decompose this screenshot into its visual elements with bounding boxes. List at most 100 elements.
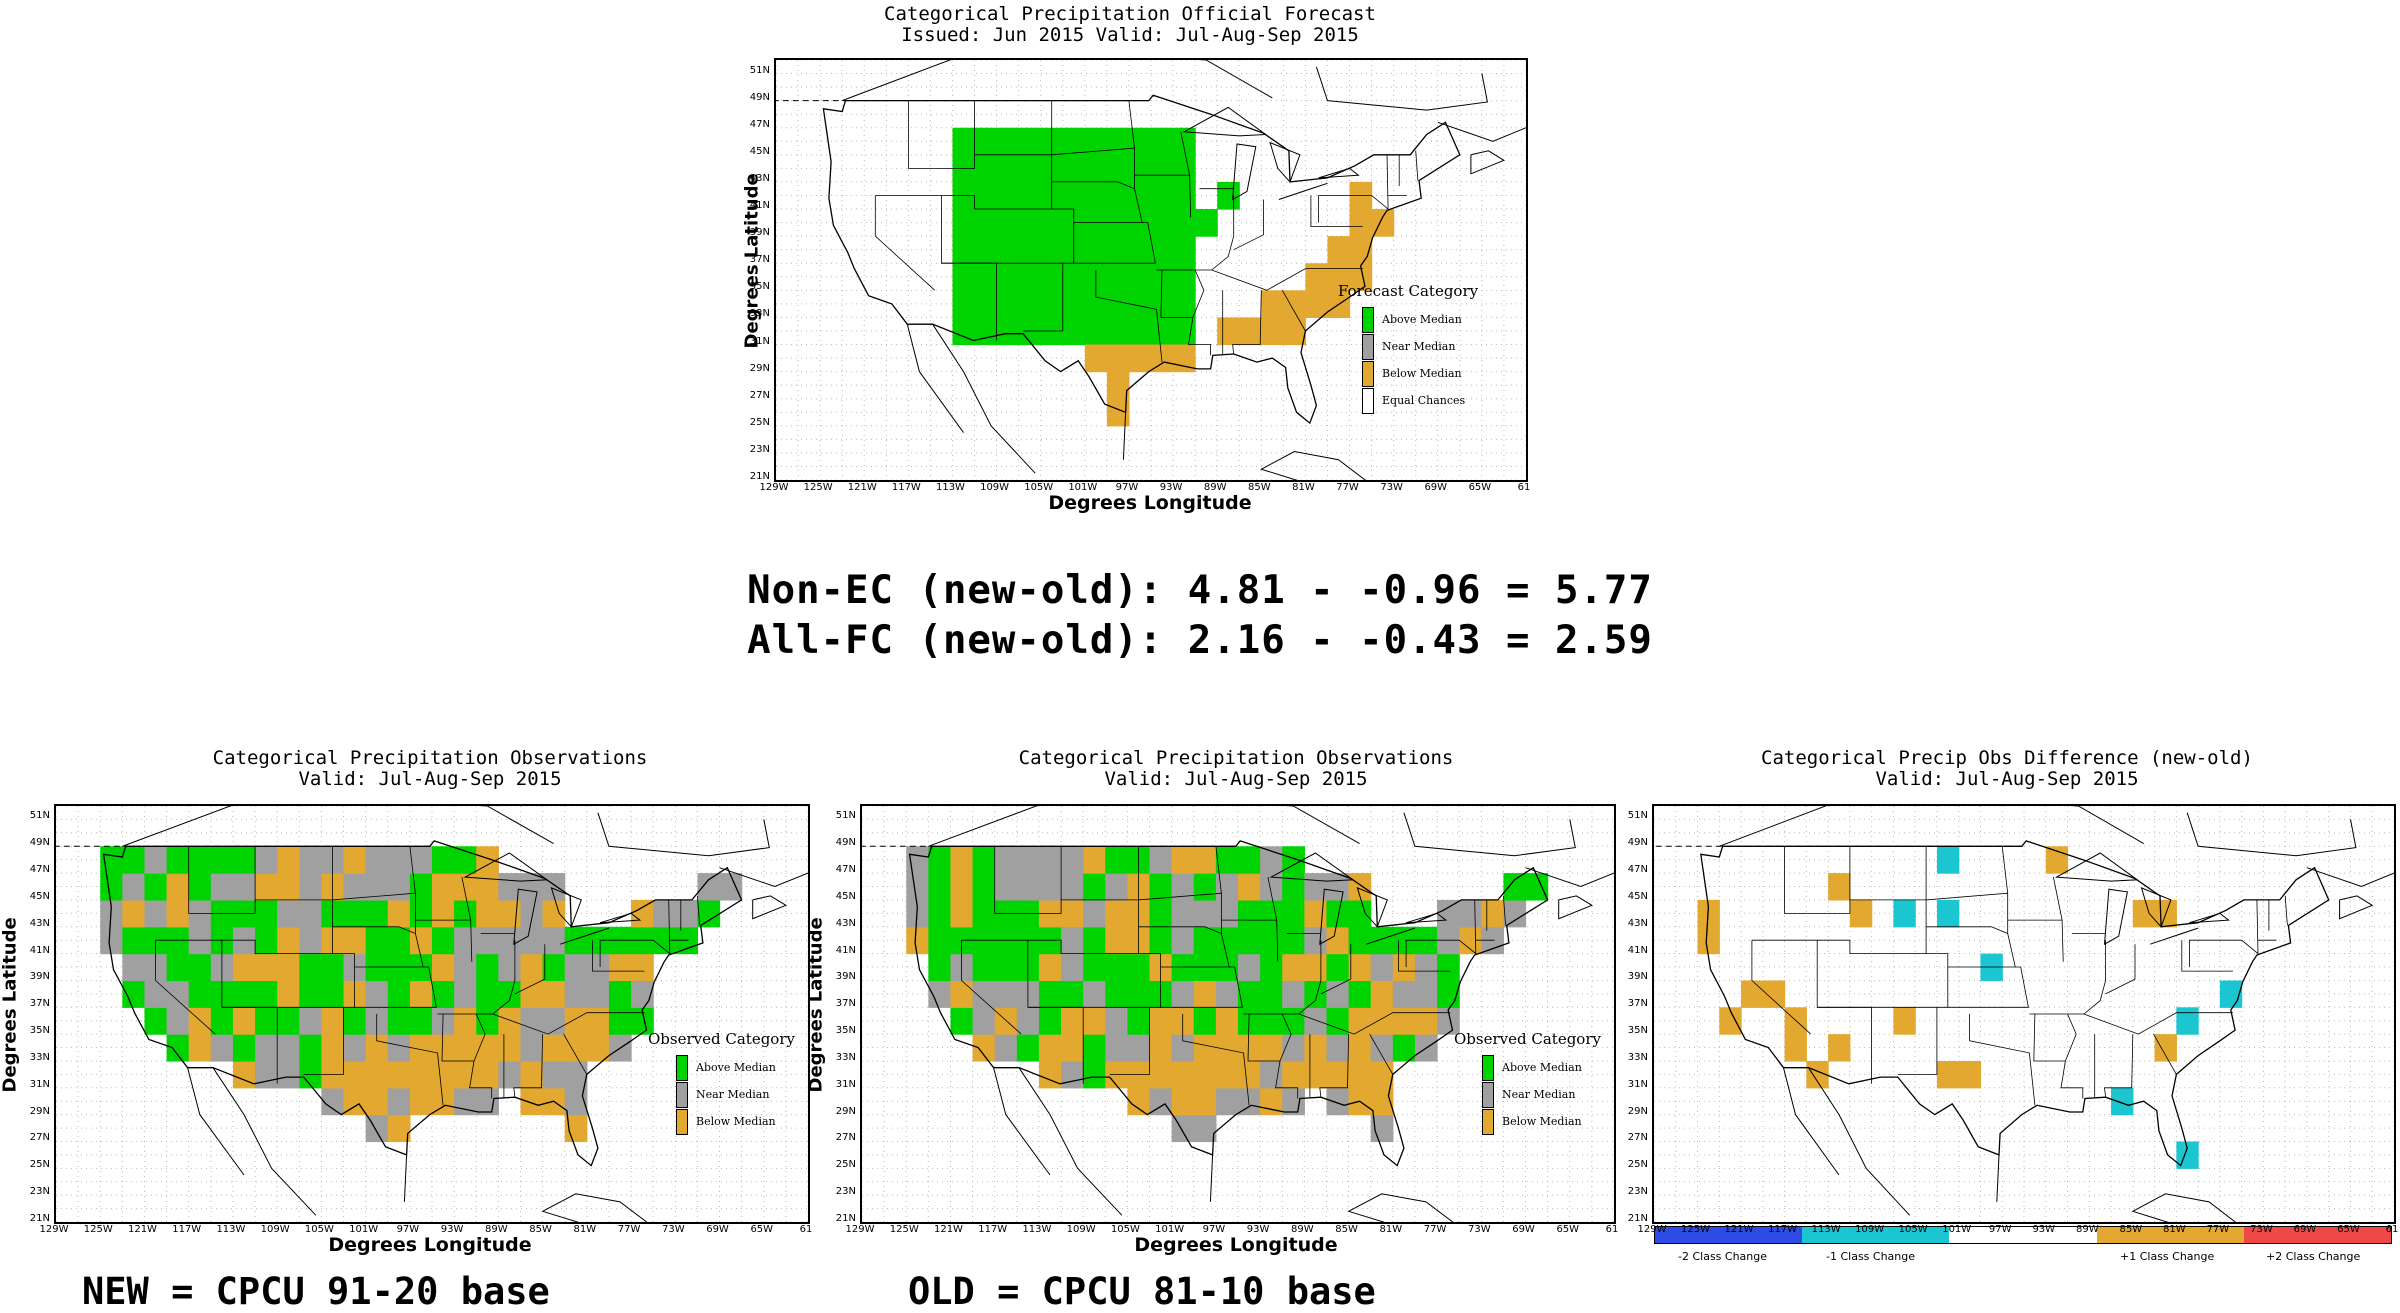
y-tick-label: 49N xyxy=(29,837,50,849)
legend-swatch-above xyxy=(1362,306,1374,333)
map-cell xyxy=(166,846,190,874)
map-cell xyxy=(1151,344,1174,373)
map-cell xyxy=(1893,1007,1916,1035)
stat-all-fc: All-FC (new-old): 2.16 - -0.43 = 2.59 xyxy=(747,618,1653,663)
great-lake xyxy=(1269,852,1355,882)
map-cell xyxy=(974,209,998,237)
map-cell xyxy=(1061,899,1084,928)
map-cell xyxy=(1893,899,1916,928)
map-cell xyxy=(972,873,996,901)
state-border xyxy=(2083,940,2106,1015)
map-cell xyxy=(1105,1034,1129,1062)
x-tick-label: 89W xyxy=(1291,1224,1314,1235)
map-svg xyxy=(56,806,808,1222)
map-cell xyxy=(1128,344,1152,373)
x-tick-label: 97W xyxy=(1988,1224,2012,1235)
map-cell xyxy=(1370,953,1394,982)
map-cell xyxy=(1106,344,1130,373)
map-cell xyxy=(166,873,190,901)
x-tick-label: 93W xyxy=(1246,1224,1270,1235)
y-tick-label: 49N xyxy=(835,837,856,849)
x-tick-label: 125W xyxy=(889,1224,919,1235)
map-cell xyxy=(586,1007,610,1035)
map-cell xyxy=(1370,1060,1394,1089)
map-cell xyxy=(1106,290,1130,319)
map-cell xyxy=(1215,926,1239,955)
state-border xyxy=(1405,899,1477,967)
map-cell xyxy=(928,846,952,874)
great-lake xyxy=(2054,852,2139,882)
y-tick-label: 33N xyxy=(749,308,770,320)
y-tick-label: 49N xyxy=(749,91,770,103)
state-border xyxy=(303,1007,344,1075)
map-cell xyxy=(1260,1007,1283,1035)
map-cell xyxy=(321,953,345,982)
mexico-gulf-coast xyxy=(1122,412,1127,460)
map-cell xyxy=(476,1087,499,1116)
map-cell xyxy=(542,1034,566,1062)
map-cell xyxy=(255,873,278,901)
map-cell xyxy=(928,873,952,901)
map-cell xyxy=(564,1087,588,1116)
map-cell xyxy=(906,926,929,955)
map-cell xyxy=(1326,1087,1350,1116)
map-cell xyxy=(1128,181,1152,210)
state-border xyxy=(332,926,416,934)
map-cell xyxy=(972,953,996,982)
map-cell xyxy=(476,1060,499,1089)
forecast-title: Categorical Precipitation Official Forec… xyxy=(884,3,1376,46)
map-cell xyxy=(232,980,256,1008)
state-border xyxy=(1138,926,1222,934)
map-cell xyxy=(906,899,929,928)
map-cell xyxy=(122,873,146,901)
map-cell xyxy=(1828,873,1851,901)
map-cell xyxy=(1238,899,1261,928)
map-cell xyxy=(1238,1060,1261,1089)
map-cell xyxy=(343,873,367,901)
state-border xyxy=(188,846,256,914)
map-cell xyxy=(1151,317,1174,346)
x-tick-label: 129W xyxy=(39,1224,69,1235)
legend-swatch-above xyxy=(1482,1054,1494,1081)
map-cell xyxy=(974,236,998,264)
obs-old-ylabel: Degrees Latitude xyxy=(805,917,827,1093)
legend-swatch-near xyxy=(1482,1081,1494,1108)
map-cell xyxy=(1127,980,1151,1008)
cuba-outline xyxy=(541,1193,648,1222)
x-tick-label: 81W xyxy=(2163,1224,2186,1235)
map-cell xyxy=(1327,263,1351,291)
map-cell xyxy=(520,953,544,982)
map-cell xyxy=(299,980,323,1008)
map-cell xyxy=(1414,980,1438,1008)
caption-old: OLD = CPCU 81-10 base xyxy=(908,1270,1376,1313)
legend-swatch-near xyxy=(676,1081,688,1108)
map-cell xyxy=(1348,980,1372,1008)
map-cell xyxy=(365,1034,389,1062)
map-cell xyxy=(1040,290,1064,319)
state-border xyxy=(1180,131,1192,218)
x-tick-label: 113W xyxy=(935,482,965,493)
y-tick-label: 51N xyxy=(29,810,50,822)
map-cell xyxy=(996,317,1020,346)
legend-swatch-below xyxy=(676,1108,688,1135)
state-border xyxy=(1182,1014,1250,1106)
state-border xyxy=(1138,846,1230,968)
map-cell xyxy=(719,873,743,901)
map-cell xyxy=(1171,980,1195,1008)
state-border xyxy=(1211,195,1235,271)
map-cell xyxy=(950,980,974,1008)
map-cell xyxy=(1083,873,1106,901)
y-tick-label: 31N xyxy=(1627,1078,1648,1090)
map-cell xyxy=(387,846,411,874)
map-cell xyxy=(1149,1060,1173,1089)
x-tick-label: 109W xyxy=(980,482,1010,493)
colorbar-zero xyxy=(1949,1227,2097,1243)
map-cell xyxy=(631,899,654,928)
state-border xyxy=(592,940,645,972)
map-cell xyxy=(1304,926,1328,955)
map-cell xyxy=(564,953,588,982)
map-cell xyxy=(1260,1034,1283,1062)
x-tick-label: 109W xyxy=(1855,1224,1885,1235)
map-cell xyxy=(1217,317,1240,346)
map-cell xyxy=(1806,1060,1829,1089)
